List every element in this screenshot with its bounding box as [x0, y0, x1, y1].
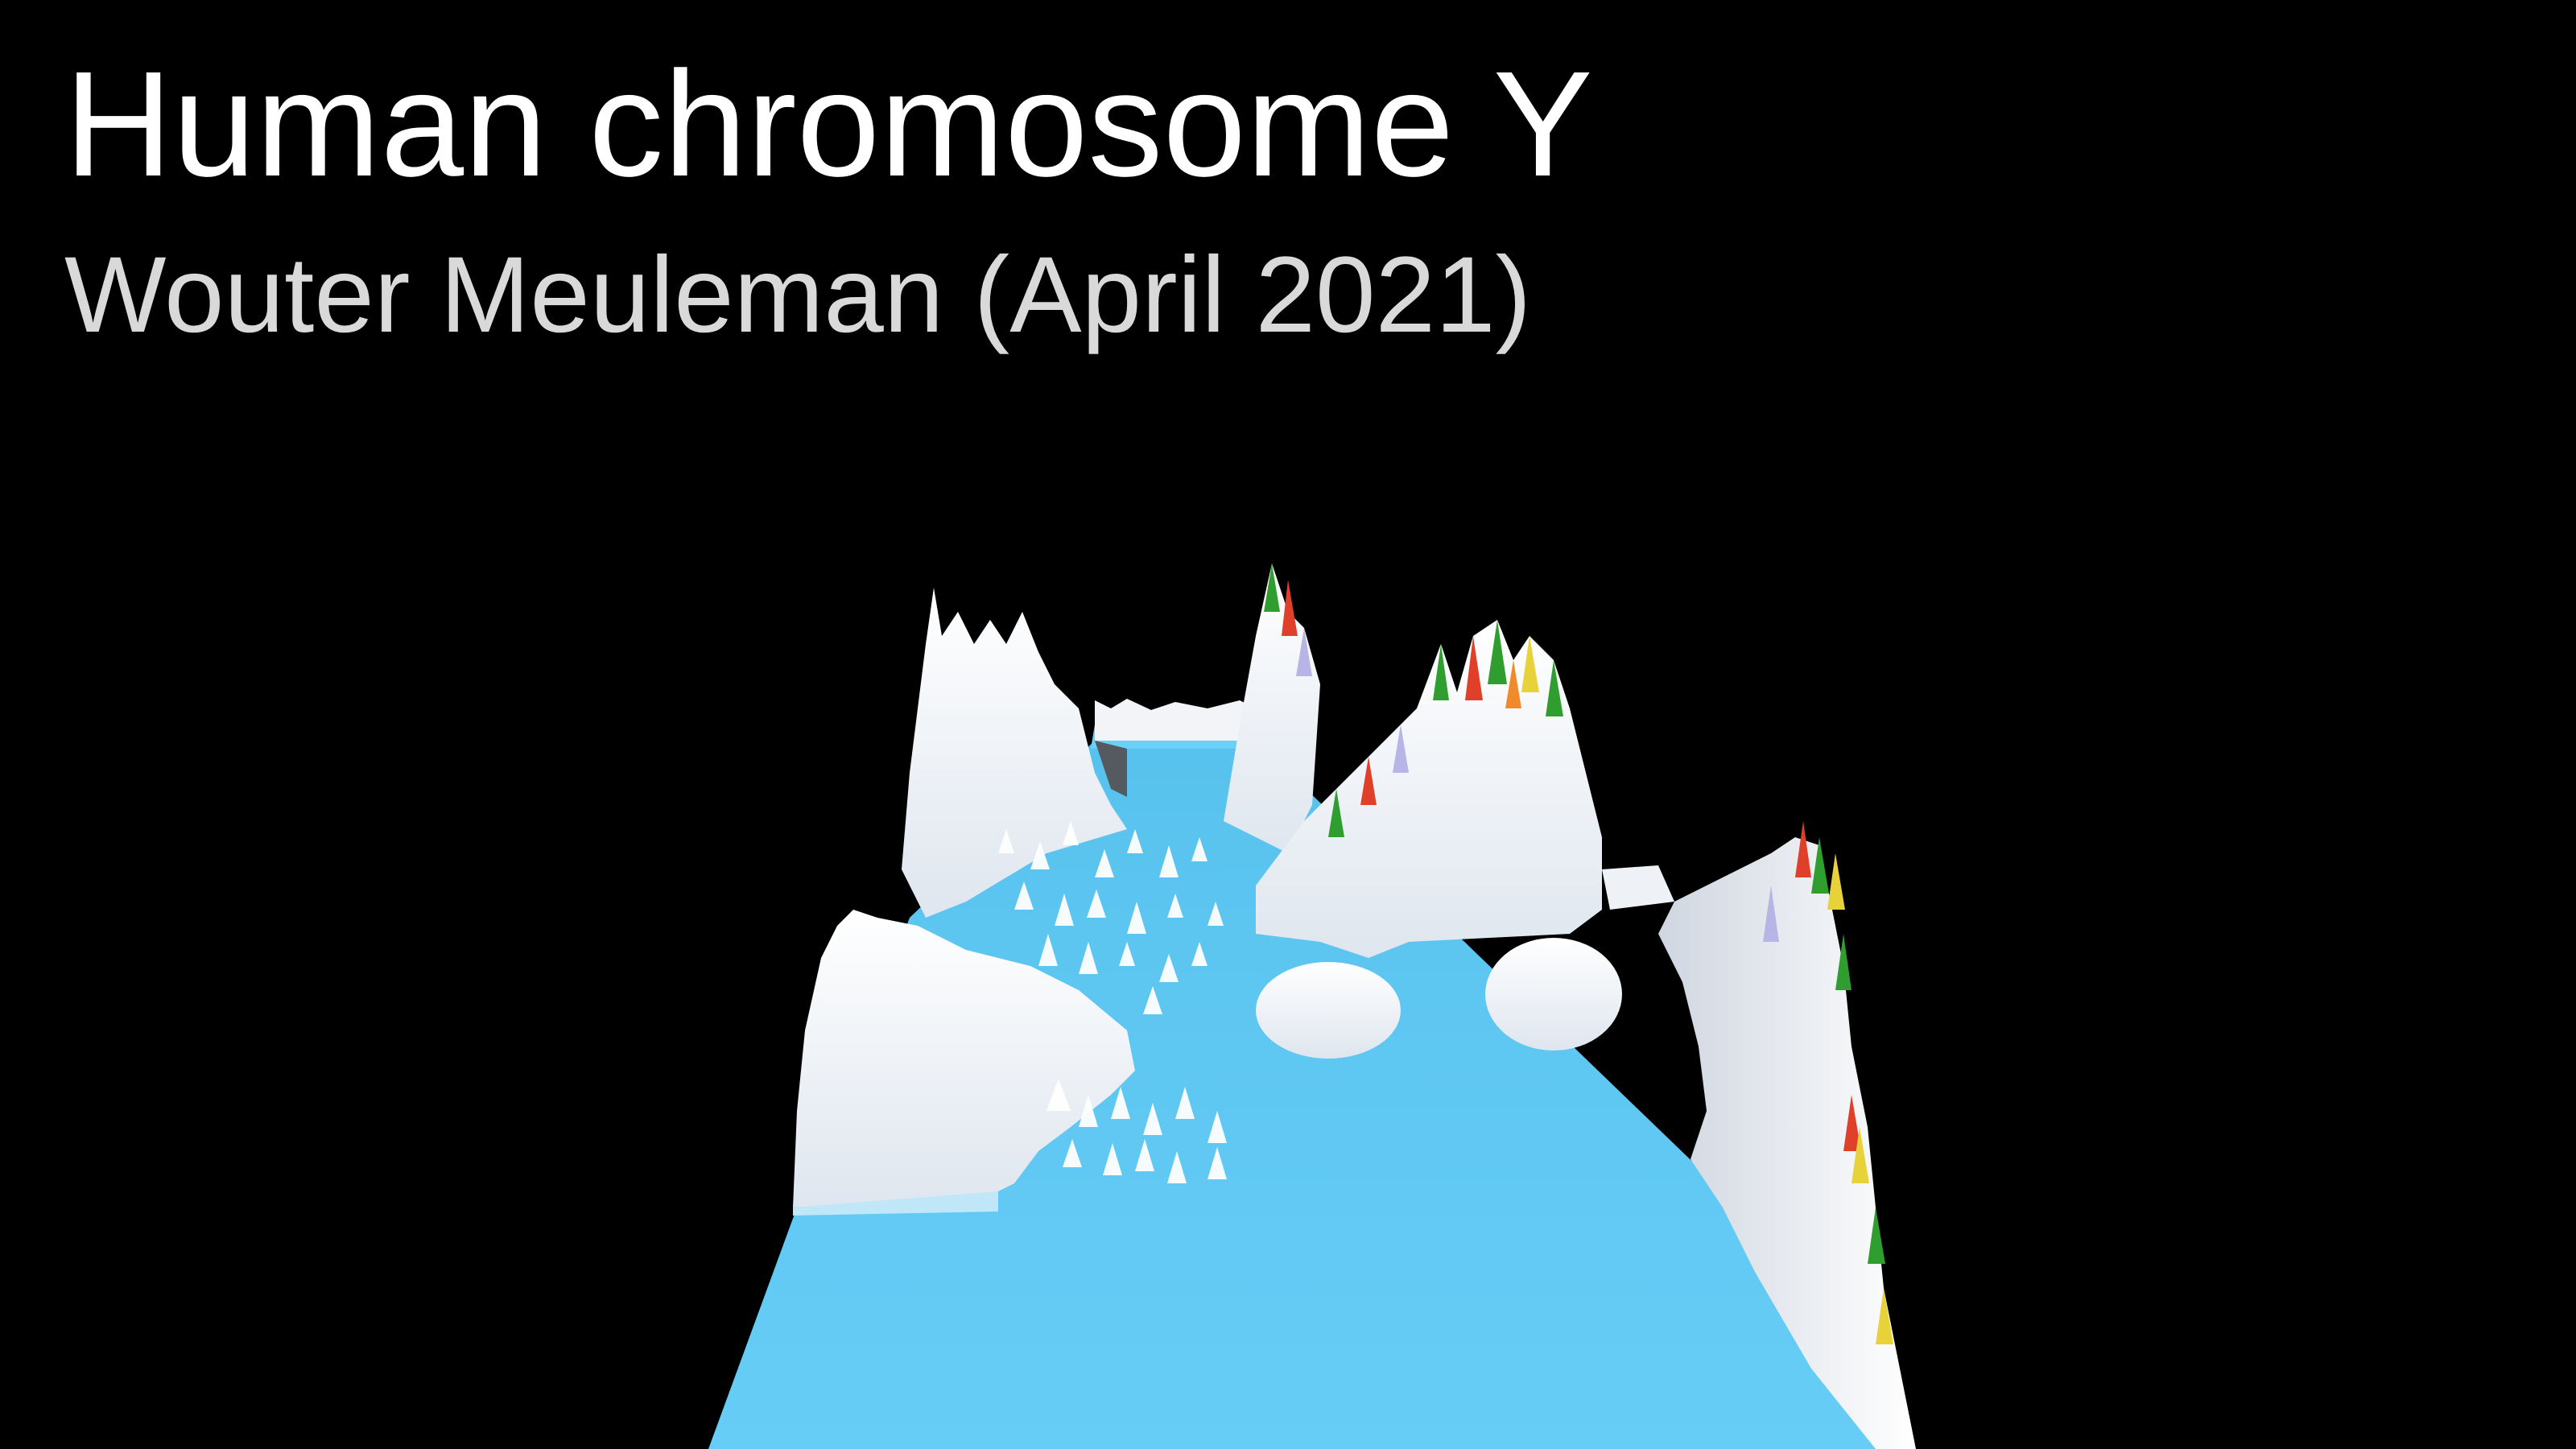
right-ridge-peaks: [1763, 821, 1893, 1344]
middle-mountain-peaks: [1328, 620, 1563, 837]
left-back-mountain-shadow: [1095, 741, 1127, 797]
floor-plane: [708, 741, 1876, 1449]
valley-crystals: [998, 821, 1227, 1183]
right-ridge: [1658, 837, 1916, 1449]
far-ridge: [1095, 699, 1256, 741]
boulder-left: [1256, 962, 1401, 1059]
left-front-mountain: [793, 910, 1135, 1208]
boulder-middle: [1485, 938, 1622, 1051]
left-front-mountain-base: [793, 1191, 998, 1216]
center-column-peaks: [1264, 564, 1312, 676]
right-shelf: [1602, 865, 1674, 910]
slide-title: Human chromosome Y: [64, 41, 1593, 208]
slide-subtitle: Wouter Meuleman (April 2021): [64, 235, 1532, 355]
